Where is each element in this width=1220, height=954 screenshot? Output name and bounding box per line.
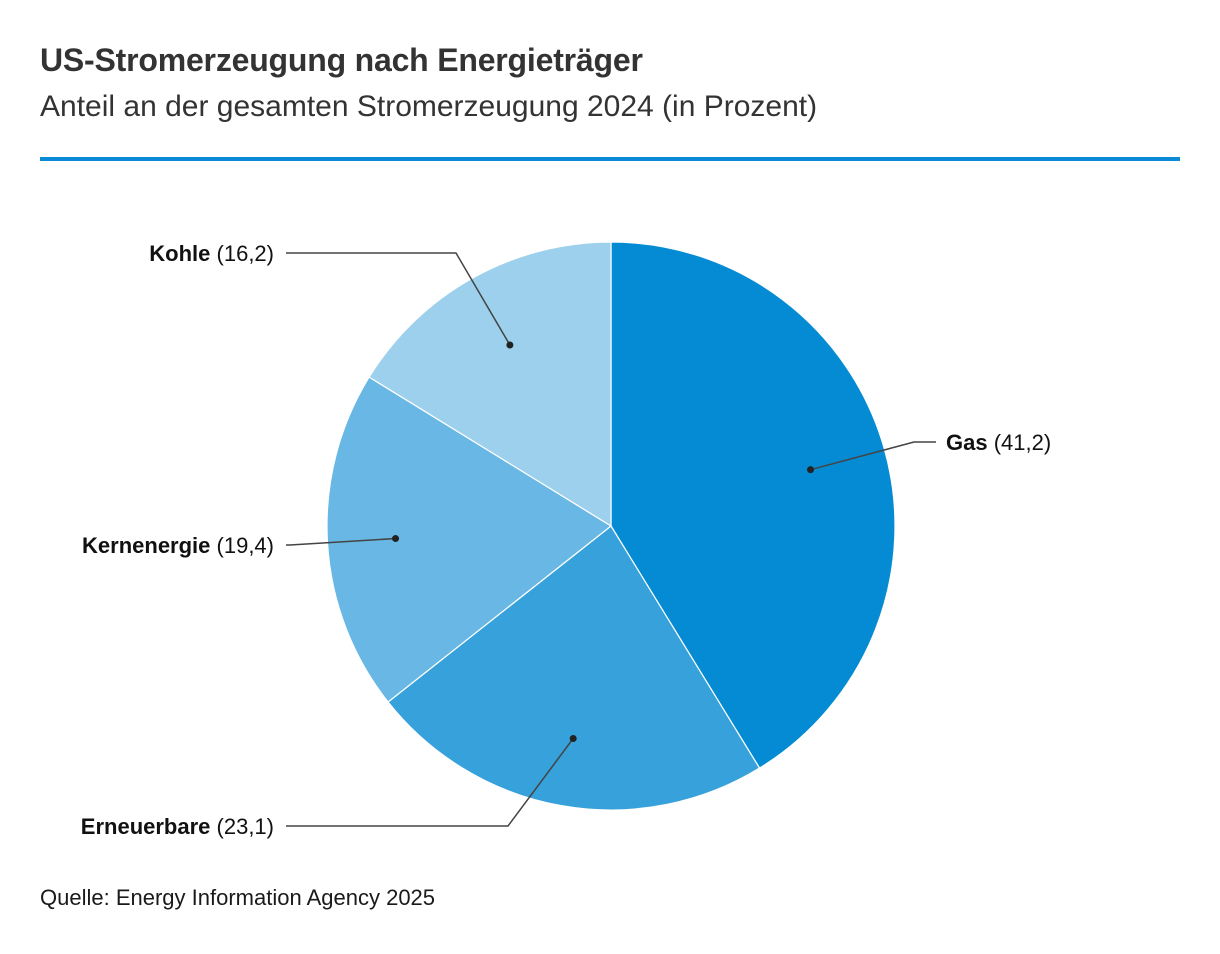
leader-dot-kohle: [506, 341, 514, 349]
pie-slice-kohle: [368, 241, 612, 528]
leader-line-erneuerbare: [286, 738, 574, 827]
label-leaders: [286, 252, 936, 827]
leader-dot-gas: [807, 466, 815, 474]
slice-labels: Gas (41,2) Erneuerbare (23,1) Kernenergie …: [81, 241, 1051, 839]
slice-label-name: Gas: [946, 430, 988, 455]
slice-label-value: (16,2): [210, 241, 274, 266]
slice-label-value: (41,2): [988, 430, 1052, 455]
pie-slice-erneuerbare: [387, 525, 761, 811]
chart-subtitle: Anteil an der gesamten Stromerzeugung 20…: [40, 90, 818, 123]
chart-title: US-Stromerzeugung nach Energieträger: [40, 42, 643, 78]
slice-label-kernenergie: Kernenergie (19,4): [82, 533, 274, 558]
leader-dot-erneuerbare: [569, 735, 577, 743]
leader-line-gas: [810, 441, 936, 471]
slice-label-name: Kohle: [149, 241, 210, 266]
slice-label-erneuerbare: Erneuerbare (23,1): [81, 814, 274, 839]
slice-label-gas: Gas (41,2): [946, 430, 1051, 455]
leader-line-kohle: [286, 252, 511, 346]
source-note: Quelle: Energy Information Agency 2025: [40, 885, 436, 910]
pie-slices: [326, 241, 896, 811]
leader-dot-kernenergie: [392, 535, 400, 543]
slice-label-value: (23,1): [210, 814, 274, 839]
leader-line-kernenergie: [286, 537, 396, 546]
slice-label-value: (19,4): [210, 533, 274, 558]
title-divider: [40, 157, 1180, 161]
slice-label-name: Erneuerbare: [81, 814, 211, 839]
slice-label-kohle: Kohle (16,2): [149, 241, 274, 266]
slice-label-name: Kernenergie: [82, 533, 210, 558]
pie-slice-gas: [610, 241, 896, 769]
